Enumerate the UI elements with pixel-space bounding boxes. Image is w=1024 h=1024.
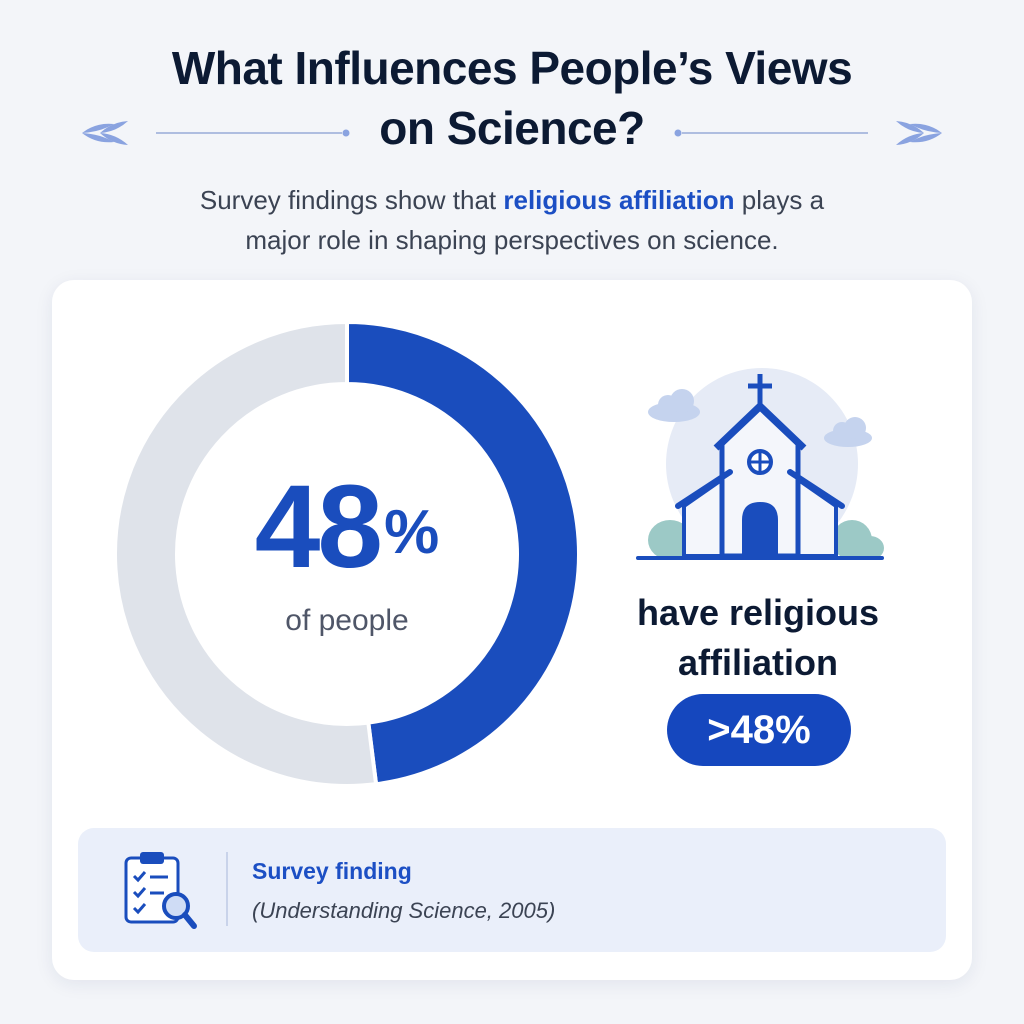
cloud-icon (648, 389, 872, 447)
subtitle-line-2: major role in shaping perspectives on sc… (245, 225, 779, 255)
affiliation-line-2: affiliation (678, 642, 838, 683)
source-title: Survey finding (252, 858, 412, 884)
subtitle-highlight: religious affiliation (503, 185, 735, 215)
source-box: Survey finding (Understanding Science, 2… (78, 828, 946, 952)
leaf-ornament-right-icon (674, 121, 942, 145)
page-title: What Influences People’s Views on Scienc… (0, 38, 1024, 158)
percentage-badge: >48% (667, 694, 851, 766)
subtitle: Survey findings show that religious affi… (0, 180, 1024, 260)
affiliation-line-1: have religious (636, 592, 880, 633)
donut-slice-affiliated (345, 319, 581, 787)
leaf-ornament-left-icon (82, 121, 350, 145)
donut-slice-remaining (113, 319, 379, 788)
affiliation-statement: have religious affiliation (600, 588, 916, 688)
subtitle-text-before: Survey findings show that (199, 185, 504, 215)
title-line-2: on Science? (379, 102, 645, 154)
clipboard-search-icon (124, 852, 197, 929)
source-citation: (Understanding Science, 2005) (252, 898, 556, 923)
church-icon (636, 368, 884, 560)
donut-chart (113, 319, 581, 788)
subtitle-text-after: plays a (734, 185, 825, 215)
source-divider (226, 852, 228, 926)
title-line-1: What Influences People’s Views (171, 42, 853, 94)
